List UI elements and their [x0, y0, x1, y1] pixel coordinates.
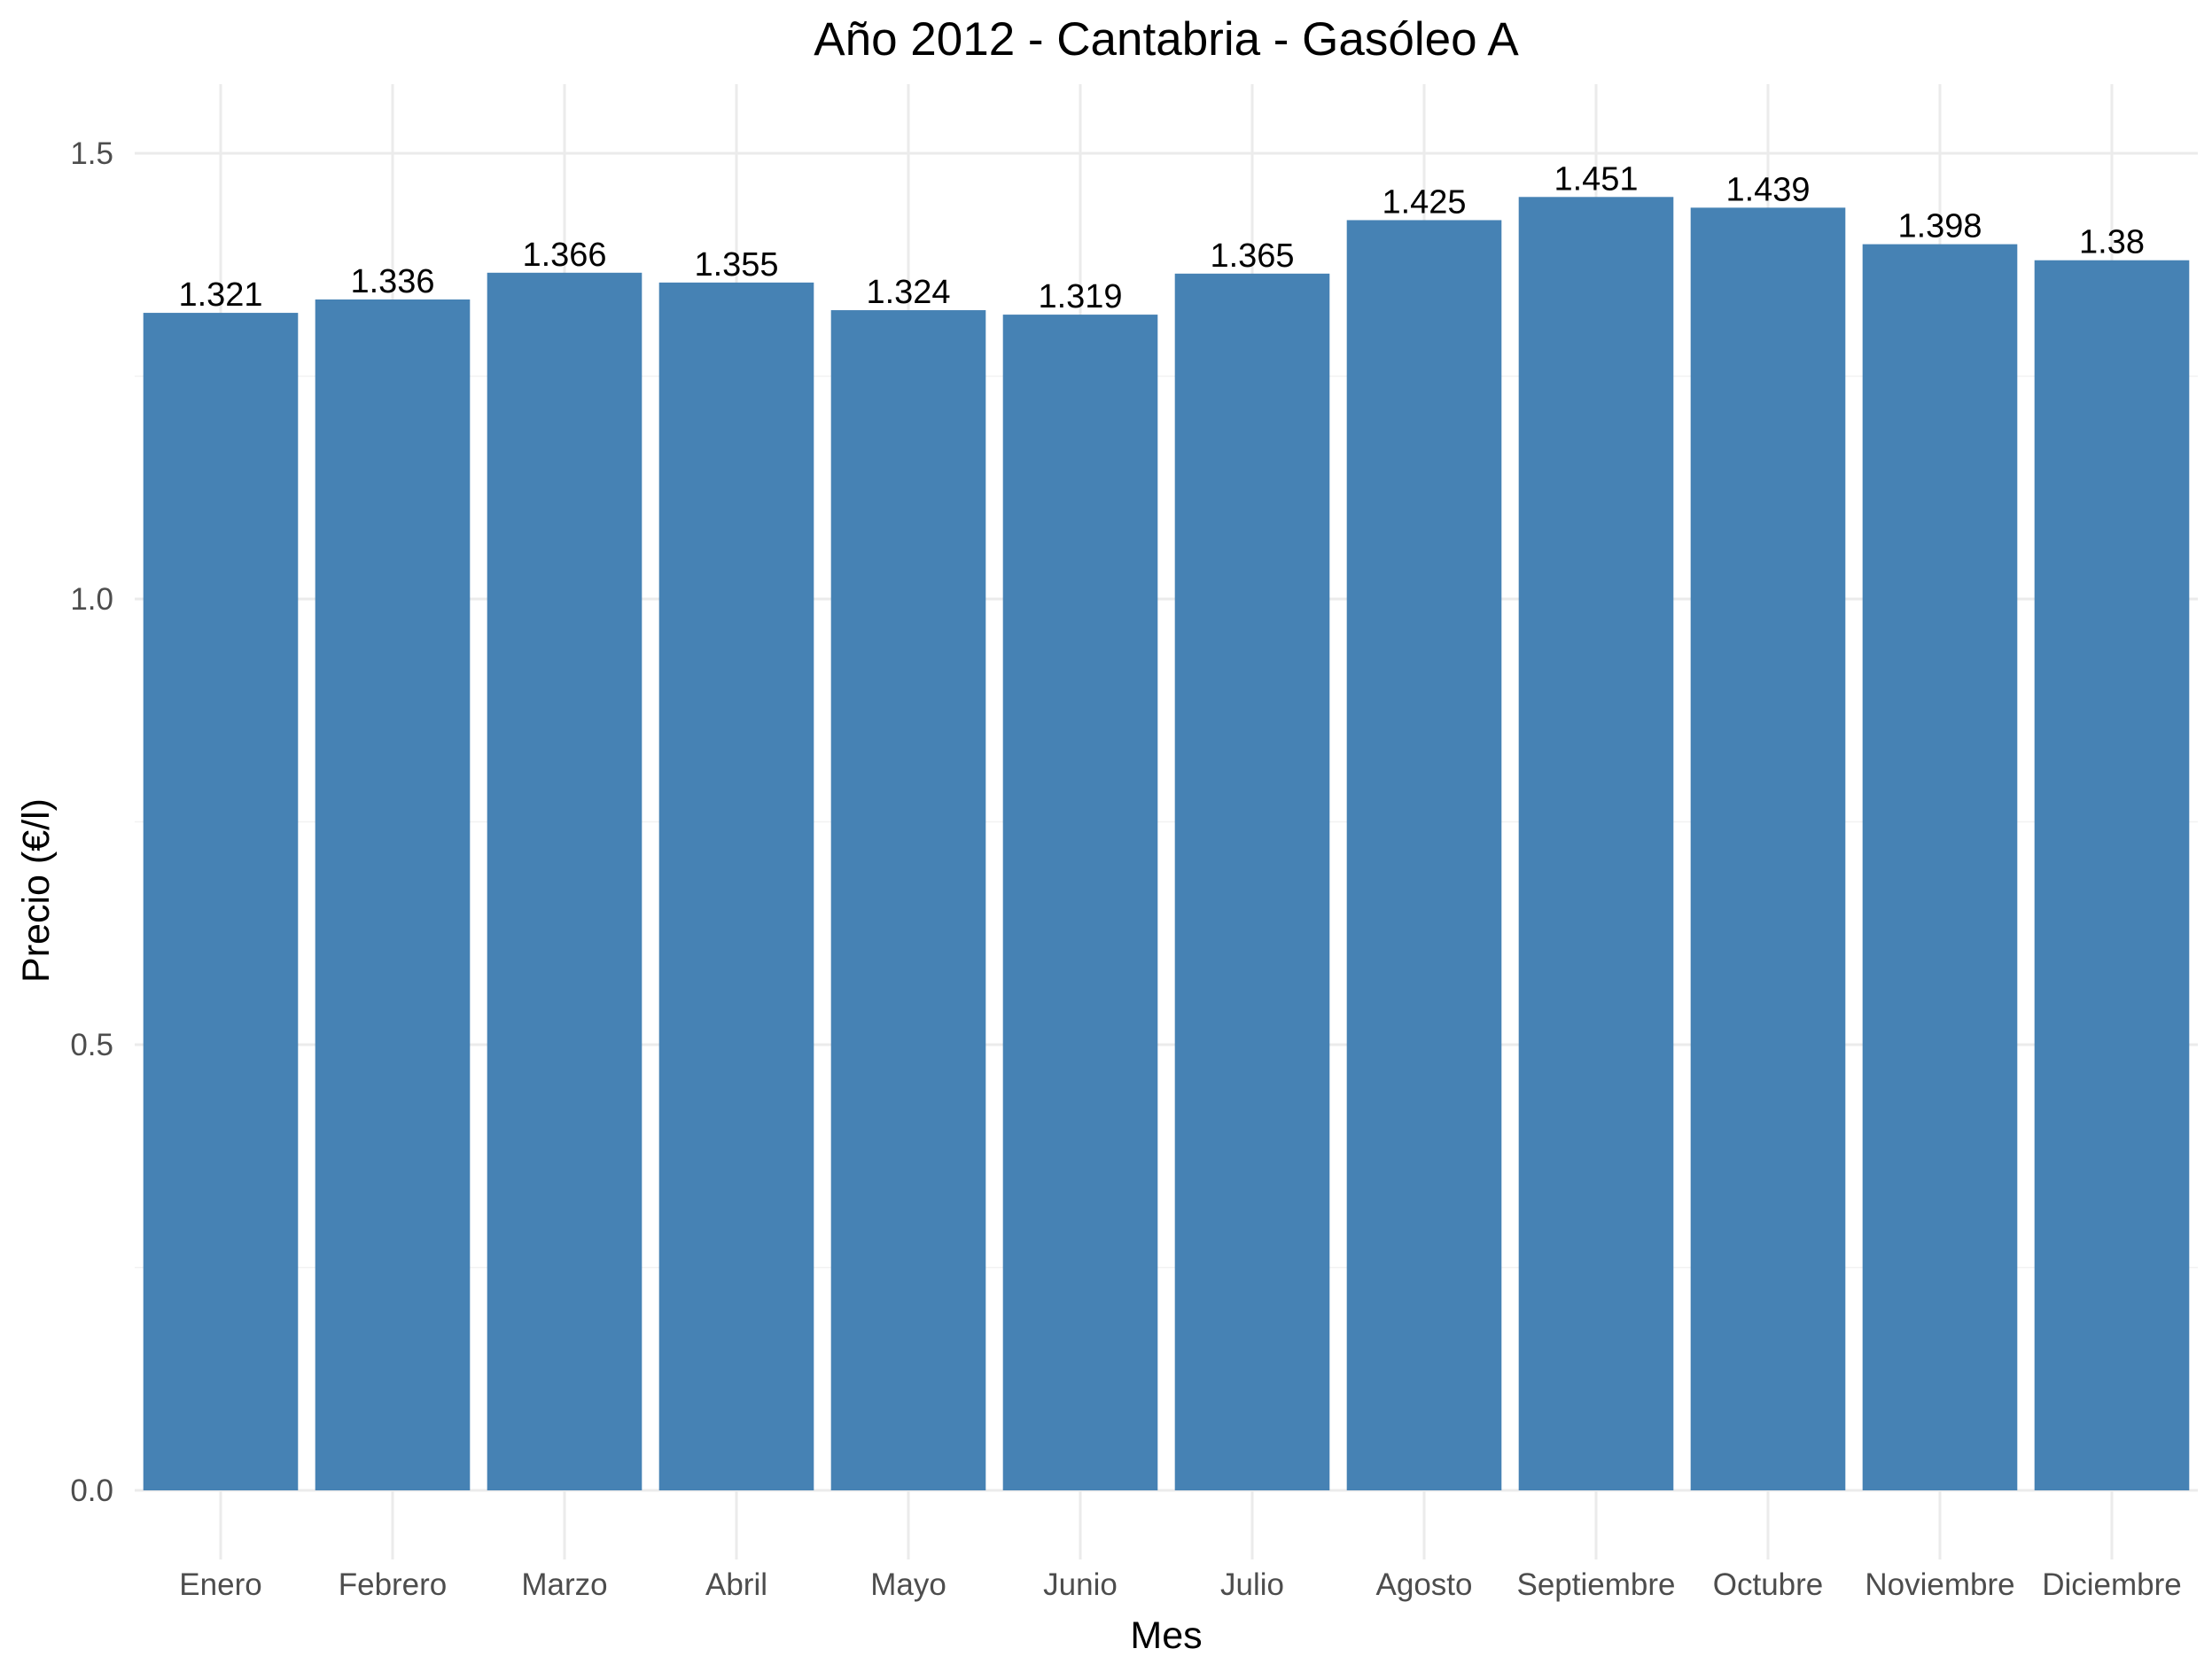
- data-label: 1.425: [1382, 183, 1466, 221]
- data-label: 1.366: [522, 237, 606, 274]
- bar: [1174, 273, 1330, 1490]
- y-axis-title: Precio (€/l): [15, 798, 58, 983]
- x-axis-ticks: Enero Febrero Marzo Abril Mayo Junio Julio Agos…: [179, 1567, 2181, 1602]
- x-tick-label: Mayo: [870, 1567, 946, 1602]
- x-tick-label: Agosto: [1376, 1567, 1473, 1602]
- x-tick-label: Diciembre: [2042, 1567, 2182, 1602]
- bar: [1862, 244, 2018, 1490]
- y-tick-label: 0.0: [70, 1474, 113, 1508]
- x-tick-label: Abril: [705, 1567, 767, 1602]
- data-label: 1.365: [1210, 237, 1294, 275]
- y-tick-label: 1.5: [70, 136, 113, 171]
- bar: [1002, 315, 1158, 1491]
- bar: [2034, 260, 2190, 1491]
- bar: [1346, 220, 1502, 1491]
- bar: [1518, 197, 1674, 1491]
- bar: [315, 299, 471, 1490]
- bar: [143, 313, 299, 1491]
- bar: [487, 272, 643, 1491]
- data-labels: 1.321 1.336 1.366 1.355 1.324 1.319 1.365 1.425…: [178, 160, 2145, 315]
- data-label: 1.319: [1038, 278, 1122, 315]
- x-tick-label: Junio: [1043, 1567, 1118, 1602]
- data-label: 1.324: [866, 274, 950, 311]
- data-label: 1.355: [694, 246, 778, 284]
- bar: [1690, 207, 1846, 1491]
- x-tick-label: Noviembre: [1865, 1567, 2014, 1602]
- x-tick-label: Marzo: [521, 1567, 607, 1602]
- x-tick-label: Octubre: [1713, 1567, 1824, 1602]
- x-tick-label: Septiembre: [1517, 1567, 1676, 1602]
- x-tick-label: Febrero: [339, 1567, 448, 1602]
- x-tick-label: Enero: [179, 1567, 261, 1602]
- y-tick-label: 1.0: [70, 582, 113, 617]
- chart-title: Año 2012 - Cantabria - Gasóleo A: [814, 13, 1519, 66]
- data-label: 1.321: [178, 276, 262, 314]
- y-axis-ticks: 0.0 0.5 1.0 1.5: [70, 136, 113, 1508]
- data-label: 1.398: [1897, 208, 1982, 245]
- bar: [658, 282, 814, 1490]
- data-label: 1.439: [1725, 171, 1810, 208]
- bars: [143, 197, 2190, 1491]
- data-label: 1.451: [1554, 160, 1638, 198]
- bar: [830, 310, 986, 1490]
- y-tick-label: 0.5: [70, 1028, 113, 1062]
- data-label: 1.336: [350, 263, 434, 300]
- data-label: 1.38: [2079, 224, 2145, 261]
- x-axis-title: Mes: [1130, 1614, 1202, 1657]
- x-tick-label: Julio: [1220, 1567, 1284, 1602]
